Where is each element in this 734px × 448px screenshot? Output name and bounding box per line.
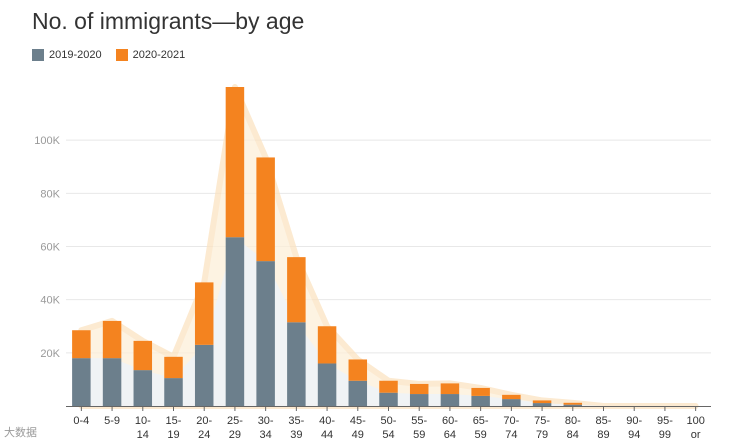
x-tick-label: 35- [288, 415, 304, 427]
bar-2019-2020 [502, 399, 521, 406]
bar-2019-2020 [194, 344, 214, 406]
bar-2019-2020 [102, 358, 122, 406]
bar-2020-2021 [563, 402, 583, 405]
x-tick-label: 84 [567, 429, 579, 441]
bar-2020-2021 [102, 320, 122, 359]
bar-2019-2020 [256, 261, 275, 406]
bar-2019-2020 [532, 403, 552, 406]
bar-2019-2020 [287, 322, 306, 406]
watermark: 大数据 [4, 427, 37, 439]
bar-2019-2020 [348, 380, 368, 406]
x-tick-label: 65- [473, 415, 489, 427]
x-tick-label: 64 [444, 429, 456, 441]
x-tick-label: 40- [319, 415, 335, 427]
bar-2020-2021 [379, 380, 398, 393]
bar-2020-2021 [317, 326, 337, 364]
x-tick-label: 5-9 [104, 415, 120, 427]
y-tick-label: 80K [40, 188, 60, 200]
x-tick-label: 79 [536, 429, 548, 441]
bar-2020-2021 [133, 340, 153, 371]
x-tick-label: 29 [229, 429, 241, 441]
bar-2020-2021 [256, 157, 275, 262]
x-tick-label: 99 [659, 429, 671, 441]
x-tick-label: 59 [413, 429, 425, 441]
bar-2019-2020 [225, 237, 245, 406]
bar-2019-2020 [164, 378, 183, 406]
legend-label-2019-2020: 2019-2020 [49, 49, 102, 61]
bar-2019-2020 [563, 404, 583, 406]
bar-2020-2021 [532, 400, 552, 404]
x-tick-label: 24 [198, 429, 210, 441]
legend-label-2020-2021: 2020-2021 [132, 49, 186, 61]
x-tick-label: 95- [657, 415, 673, 427]
x-tick-label: 39 [290, 429, 302, 441]
chart-title: No. of immigrants—by age [32, 8, 305, 34]
x-tick-label: 85- [596, 415, 612, 427]
y-tick-label: 100K [34, 135, 60, 147]
x-tick-label: 14 [137, 429, 149, 441]
bar-2020-2021 [502, 394, 521, 400]
x-tick-label: 55- [411, 415, 427, 427]
x-tick-label: 54 [382, 429, 394, 441]
legend: 2019-2020 2020-2021 [32, 49, 199, 61]
x-tick-label: 60- [442, 415, 458, 427]
bar-2020-2021 [164, 356, 183, 379]
x-tick-label: 75- [534, 415, 550, 427]
bar-2020-2021 [409, 383, 429, 395]
bar-2020-2021 [440, 383, 460, 395]
x-tick-label: 15- [166, 415, 182, 427]
x-tick-label: 44 [321, 429, 333, 441]
bar-2020-2021 [287, 257, 306, 323]
x-tick-label: or [691, 429, 701, 441]
x-tick-label: 34 [260, 429, 272, 441]
bar-2020-2021 [194, 282, 214, 345]
x-tick-label: 50- [381, 415, 397, 427]
x-tick-label: 74 [505, 429, 517, 441]
y-tick-label: 40K [40, 295, 60, 307]
x-tick-label: 90- [626, 415, 642, 427]
x-tick-label: 45- [350, 415, 366, 427]
x-tick-label: 25- [227, 415, 243, 427]
bar-2019-2020 [409, 394, 429, 406]
bar-2020-2021 [348, 359, 368, 381]
x-tick-label: 80- [565, 415, 581, 427]
legend-swatch-2020-2021 [115, 49, 128, 61]
bar-2019-2020 [440, 394, 460, 406]
legend-item-2019-2020[interactable]: 2019-2020 [32, 49, 102, 61]
x-tick-label: 0-4 [73, 415, 89, 427]
x-tick-label: 19 [167, 429, 179, 441]
legend-swatch-2019-2020 [32, 49, 44, 61]
bar-2019-2020 [471, 395, 490, 406]
bar-2019-2020 [72, 358, 91, 406]
bar-2019-2020 [317, 363, 337, 406]
x-tick-label: 59 [475, 429, 487, 441]
x-tick-label: 100 [686, 415, 704, 427]
bar-2020-2021 [225, 87, 245, 238]
x-tick-label: 10- [135, 415, 151, 427]
x-tick-label: 30- [258, 415, 274, 427]
x-tick-label: 94 [628, 429, 640, 441]
x-tick-label: 70- [503, 415, 519, 427]
bar-2020-2021 [471, 387, 490, 396]
bar-2020-2021 [72, 330, 91, 359]
y-tick-label: 60K [40, 242, 60, 254]
y-tick-label: 20K [40, 348, 60, 360]
x-tick-label: 89 [597, 429, 609, 441]
bar-2019-2020 [379, 392, 398, 406]
x-tick-label: 49 [352, 429, 364, 441]
bar-2019-2020 [133, 370, 153, 406]
legend-item-2020-2021[interactable]: 2020-2021 [115, 49, 186, 61]
x-tick-label: 20- [196, 415, 212, 427]
